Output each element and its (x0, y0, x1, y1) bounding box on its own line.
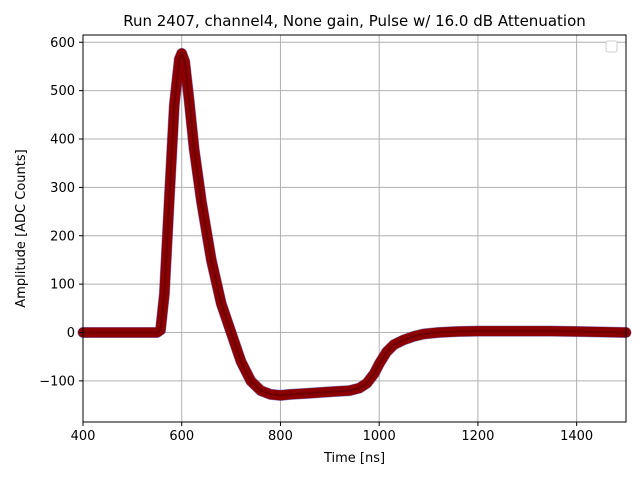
x-tick-label: 1000 (363, 429, 396, 444)
y-tick-label: 200 (50, 229, 75, 244)
y-tick-label: 500 (50, 84, 75, 99)
y-axis-ticks: −100 0 100 200 300 400 500 600 (39, 36, 83, 389)
x-axis-label: Time [ns] (323, 451, 385, 466)
y-axis-label: Amplitude [ADC Counts] (14, 149, 29, 307)
plot-frame (82, 34, 627, 423)
series-core (83, 52, 627, 397)
y-tick-label: −100 (39, 374, 75, 389)
series-trace (78, 48, 631, 401)
x-tick-label: 400 (71, 429, 96, 444)
y-tick-label: 600 (50, 36, 75, 51)
x-tick-label: 600 (169, 429, 194, 444)
y-tick-label: 400 (50, 133, 75, 148)
y-tick-label: 100 (50, 278, 75, 293)
y-tick-label: 300 (50, 181, 75, 196)
y-tick-label: 0 (67, 326, 75, 341)
x-tick-label: 1200 (461, 429, 494, 444)
x-axis-ticks: 400 600 800 1000 1200 1400 (71, 422, 593, 444)
x-tick-label: 800 (268, 429, 293, 444)
chart-title: Run 2407, channel4, None gain, Pulse w/ … (123, 12, 586, 30)
series-line (78, 48, 631, 401)
legend-box (605, 40, 618, 53)
x-tick-label: 1400 (560, 429, 593, 444)
